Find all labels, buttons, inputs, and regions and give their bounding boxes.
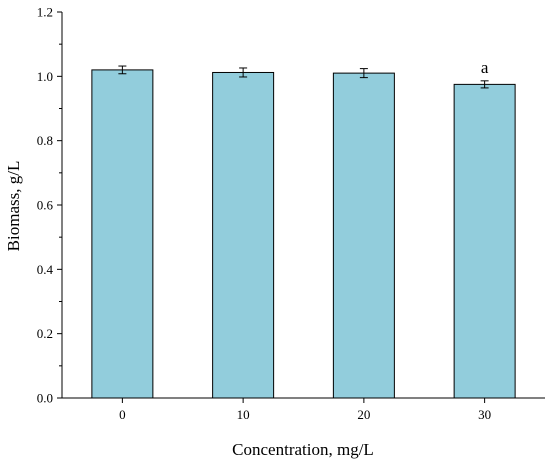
x-tick-label: 30: [478, 407, 491, 422]
y-tick-label: 0.2: [37, 326, 53, 341]
y-axis-label: Biomass, g/L: [4, 161, 23, 252]
bars-layer: [91, 69, 516, 399]
bar-0: [91, 69, 154, 399]
y-tick-label: 0.6: [37, 198, 54, 213]
x-tick-label: 10: [237, 407, 250, 422]
bar-10: [212, 71, 275, 399]
ticks-layer: 0.0 0.2 0.4 0.6 0.8 1.0 1.2 0 10 20 30: [37, 5, 491, 423]
y-tick-label: 0.4: [37, 262, 54, 277]
x-tick-label: 0: [119, 407, 126, 422]
x-tick-label: 20: [357, 407, 370, 422]
y-tick-label: 1.2: [37, 5, 53, 20]
y-tick-label: 0.8: [37, 133, 53, 148]
annotation-30: a: [481, 58, 489, 77]
error-bars-layer: [118, 65, 489, 89]
bar-20: [332, 72, 395, 399]
y-tick-label: 1.0: [37, 69, 53, 84]
y-tick-label: 0.0: [37, 391, 53, 406]
annotations-layer: a: [481, 58, 489, 77]
bar-30: [453, 83, 516, 399]
x-axis-label: Concentration, mg/L: [232, 440, 374, 459]
